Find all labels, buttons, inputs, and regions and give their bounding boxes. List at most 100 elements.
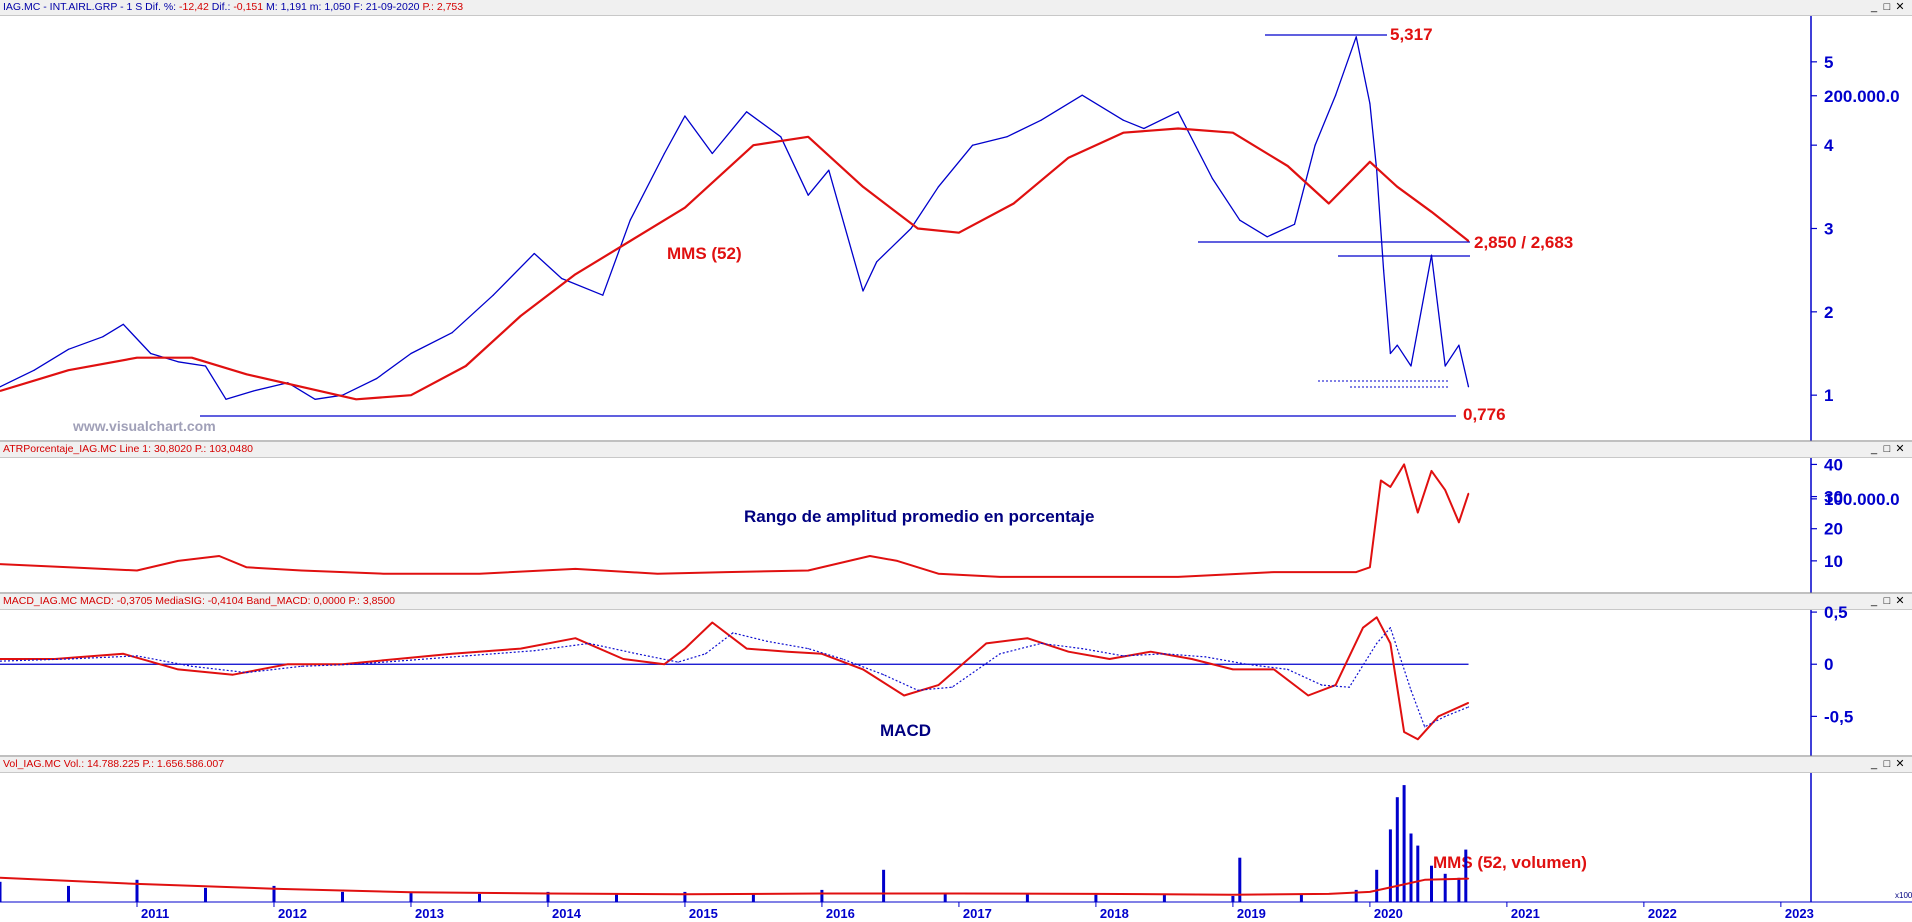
price-y-tick-label: 1 bbox=[1824, 386, 1833, 405]
macd-signal-line-point bbox=[588, 642, 590, 645]
mms-line-point bbox=[1369, 161, 1371, 163]
volume-scale-note: x100 bbox=[1895, 891, 1912, 900]
price-line-point bbox=[1006, 136, 1008, 138]
price-title-part: -0,151 bbox=[233, 1, 264, 13]
close-icon[interactable]: ✕ bbox=[1895, 1, 1908, 13]
close-icon[interactable]: ✕ bbox=[1895, 758, 1908, 770]
price-line-point bbox=[910, 227, 912, 230]
macd-signal-line-point bbox=[1321, 684, 1323, 686]
minimize-icon[interactable]: _ bbox=[1870, 443, 1881, 455]
atr-y-tick-label: 20 bbox=[1824, 520, 1843, 539]
atr-line-point bbox=[1458, 521, 1460, 523]
mms-line-point bbox=[1067, 157, 1070, 159]
volume-mms-line-point bbox=[410, 891, 412, 893]
macd-signal-line-point bbox=[636, 653, 638, 655]
atr-line-point bbox=[656, 573, 659, 575]
mms-line-point bbox=[355, 398, 357, 400]
price-title-part: P.: 2,753 bbox=[422, 1, 464, 13]
price-window-buttons: _ □ ✕ bbox=[1869, 0, 1908, 14]
restore-icon[interactable]: □ bbox=[1883, 758, 1894, 770]
restore-icon[interactable]: □ bbox=[1883, 443, 1894, 455]
restore-icon[interactable]: □ bbox=[1883, 1, 1894, 13]
atr-y-tick-label: 10 bbox=[1824, 552, 1843, 571]
mms-line-point bbox=[1232, 132, 1234, 134]
macd-line-point bbox=[862, 668, 864, 671]
atr-y-tick-label: 40 bbox=[1824, 455, 1843, 474]
price-y-tick-label: 2 bbox=[1824, 303, 1833, 322]
macd-panel-title: MACD_IAG.MC MACD: -0,3705 MediaSIG: -0,4… bbox=[3, 595, 395, 608]
price-line-point bbox=[492, 294, 494, 296]
macd-signal-line-point bbox=[917, 689, 919, 691]
volume-y-tick-label: 200.000.0 bbox=[1824, 87, 1900, 106]
price-title-bar: IAG.MC - INT.AIRL.GRP - 1 S Dif. %: -12,… bbox=[0, 0, 1912, 16]
minimize-icon[interactable]: _ bbox=[1870, 758, 1881, 770]
price-line-point bbox=[1293, 223, 1296, 225]
volume-bar bbox=[1457, 877, 1461, 902]
macd-line-point bbox=[1026, 637, 1028, 639]
volume-mms-line-point bbox=[1424, 879, 1426, 881]
close-icon[interactable]: ✕ bbox=[1895, 595, 1908, 607]
price-line-point bbox=[1369, 102, 1371, 105]
atr-line-point bbox=[136, 569, 138, 572]
macd-line-point bbox=[1417, 738, 1419, 740]
macd-signal-line-point bbox=[766, 640, 768, 642]
close-icon[interactable]: ✕ bbox=[1895, 443, 1908, 455]
macd-signal-line-point bbox=[1163, 653, 1165, 655]
price-title-part: M: 1,191 m: 1,050 F: 21-09-2020 bbox=[263, 1, 423, 13]
atr-y-tick-label: 30 bbox=[1824, 488, 1843, 507]
volume-mms-line bbox=[0, 876, 1469, 896]
price-line-point bbox=[1389, 352, 1391, 355]
atr-line-point bbox=[300, 569, 302, 572]
macd-signal-line-point bbox=[883, 674, 885, 676]
volume-mms-line-point bbox=[1369, 891, 1371, 893]
atr-line-point bbox=[1444, 489, 1446, 491]
price-y-tick-label: 4 bbox=[1824, 136, 1834, 155]
macd-line-point bbox=[396, 658, 398, 660]
mms-line-point bbox=[862, 186, 864, 188]
macd-signal-line-point bbox=[1287, 668, 1289, 671]
macd-signal-line-point bbox=[951, 686, 953, 688]
atr-line-point bbox=[1369, 566, 1371, 568]
minimize-icon[interactable]: _ bbox=[1870, 1, 1881, 13]
price-line-point bbox=[1122, 119, 1124, 121]
x-tick-label: 2023 bbox=[1785, 906, 1814, 921]
macd-y-tick-label: 0 bbox=[1824, 655, 1833, 674]
volume-bar bbox=[478, 893, 481, 902]
volume-bar bbox=[67, 885, 70, 902]
macd-line-point bbox=[1437, 715, 1439, 718]
mms-line-point bbox=[629, 240, 631, 242]
x-tick-label: 2012 bbox=[278, 906, 307, 921]
atr-line-point bbox=[1355, 571, 1357, 573]
macd-line-point bbox=[1403, 731, 1405, 733]
price-line-point bbox=[828, 169, 830, 171]
volume-window-buttons: _ □ ✕ bbox=[1869, 757, 1908, 771]
volume-mms-line-point bbox=[0, 877, 1, 879]
volume-mms-line-point bbox=[684, 893, 686, 895]
volume-bar bbox=[683, 891, 687, 902]
macd-line-point bbox=[684, 648, 686, 650]
atr-line-point bbox=[1380, 479, 1382, 482]
macd-caption: MACD bbox=[880, 721, 931, 740]
mms-line-point bbox=[752, 144, 755, 146]
price-line-point bbox=[102, 336, 104, 338]
price-line-point bbox=[1396, 344, 1398, 346]
atr-line-point bbox=[1081, 576, 1083, 578]
minimize-icon[interactable]: _ bbox=[1870, 595, 1881, 607]
restore-icon[interactable]: □ bbox=[1883, 595, 1894, 607]
atr-line-point bbox=[67, 566, 70, 568]
price-line-point bbox=[1335, 94, 1337, 96]
macd-signal-line-point bbox=[0, 660, 1, 662]
volume-mms-line-point bbox=[136, 883, 138, 885]
macd-line-point bbox=[54, 658, 56, 660]
volume-bar bbox=[135, 879, 139, 902]
macd-line-point bbox=[1067, 651, 1070, 653]
price-line-point bbox=[746, 111, 748, 113]
volume-bar bbox=[1238, 857, 1242, 902]
price-line-point bbox=[684, 115, 686, 117]
volume-bar bbox=[546, 891, 550, 902]
macd-signal-line-point bbox=[1122, 655, 1124, 657]
macd-signal-line-point bbox=[1467, 706, 1470, 708]
price-line-point bbox=[602, 294, 604, 296]
atr-line-point bbox=[1403, 463, 1405, 465]
